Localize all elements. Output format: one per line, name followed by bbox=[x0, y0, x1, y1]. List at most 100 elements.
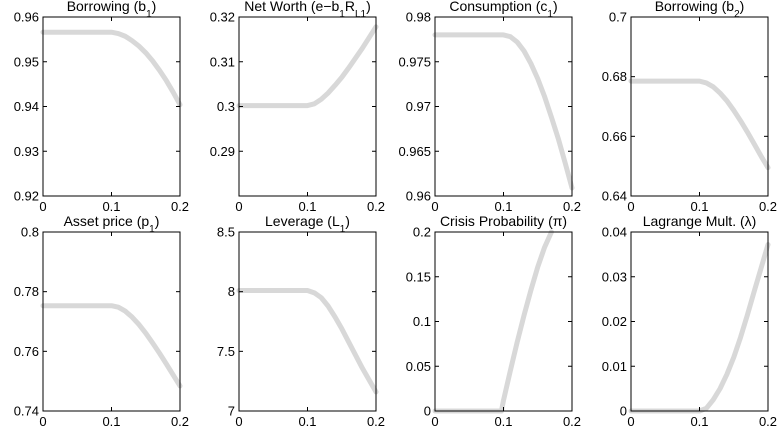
x-tick-label: 0.2 bbox=[367, 414, 385, 429]
x-tick-label: 0 bbox=[627, 414, 634, 429]
title-text: Asset price (p bbox=[64, 213, 150, 229]
x-tick-label: 0 bbox=[235, 199, 242, 214]
y-tick-label: 0.96 bbox=[406, 189, 431, 204]
y-tick-label: 0.1 bbox=[413, 314, 431, 329]
y-tick-label: 0.94 bbox=[14, 99, 39, 114]
y-tick-label: 0.7 bbox=[609, 10, 627, 25]
y-tick-label: 0.15 bbox=[406, 269, 431, 284]
panel-title: Borrowing (b2) bbox=[655, 0, 745, 20]
chart-panel-5: Asset price (p1) 0 0.1 0.2 0.74 0.76 0.78 0.8 bbox=[14, 213, 189, 429]
x-tick-label: 0.1 bbox=[494, 414, 512, 429]
title-text: ) bbox=[152, 0, 157, 14]
y-tick-label: 0.05 bbox=[406, 359, 431, 374]
y-tick-label: 0.74 bbox=[14, 404, 39, 419]
y-tick-label: 0.03 bbox=[602, 269, 627, 284]
title-text: Consumption (c bbox=[449, 0, 547, 14]
x-tick-label: 0.1 bbox=[102, 199, 120, 214]
chart-panel-4: Borrowing (b2) 0 0.1 0.2 0.64 0.66 0.68 0.7 bbox=[602, 0, 777, 214]
title-subscript: L1 bbox=[355, 9, 367, 20]
chart-panel-6: Leverage (L1) 0 0.1 0.2 7 7.5 8 8.5 bbox=[217, 213, 385, 429]
x-tick-label: 0.1 bbox=[690, 199, 708, 214]
axes-box bbox=[630, 16, 769, 197]
chart-panel-3: Consumption (c1) 0 0.1 0.2 0.96 0.965 0.97 0.97… bbox=[398, 0, 581, 214]
y-tick-label: 7.5 bbox=[217, 344, 235, 359]
y-tick-label: 0.965 bbox=[398, 144, 431, 159]
chart-panel-1: Borrowing (b1) 0 0.1 0.2 0.92 0.93 0.94 0.95 0.9… bbox=[14, 0, 189, 214]
y-tick-label: 0.31 bbox=[210, 54, 235, 69]
axes-box bbox=[42, 16, 181, 197]
y-tick-label: 0.2 bbox=[413, 225, 431, 240]
title-text: Borrowing (b bbox=[67, 0, 147, 14]
panel-title: Lagrange Mult. (λ) bbox=[643, 213, 757, 229]
x-tick-label: 0.2 bbox=[563, 199, 581, 214]
series-line bbox=[432, 32, 575, 191]
x-tick-label: 0 bbox=[627, 199, 634, 214]
title-subscript: 1 bbox=[146, 9, 152, 20]
series-line bbox=[628, 242, 771, 414]
y-tick-label: 7 bbox=[228, 404, 235, 419]
title-text: ) bbox=[366, 0, 371, 14]
y-tick-label: 0.98 bbox=[406, 10, 431, 25]
y-tick-label: 0 bbox=[424, 404, 431, 419]
x-tick-label: 0 bbox=[39, 414, 46, 429]
x-tick-label: 0.1 bbox=[690, 414, 708, 429]
title-text: ) bbox=[740, 0, 745, 14]
title-text: Leverage (L bbox=[265, 213, 340, 229]
x-tick-label: 0.2 bbox=[171, 199, 189, 214]
panel-title: Consumption (c1) bbox=[449, 0, 557, 20]
title-subscript: 1 bbox=[149, 224, 155, 235]
y-tick-label: 0.64 bbox=[602, 189, 627, 204]
x-tick-label: 0.1 bbox=[494, 199, 512, 214]
y-tick-label: 0.93 bbox=[14, 144, 39, 159]
y-tick-label: 0.01 bbox=[602, 359, 627, 374]
chart-panel-2: Net Worth (e−b1RL1) 0 0.1 0.2 0.29 0.3 0.31 0.3… bbox=[210, 0, 385, 214]
x-tick-label: 0 bbox=[235, 414, 242, 429]
x-tick-label: 0.2 bbox=[563, 414, 581, 429]
x-tick-label: 0 bbox=[431, 199, 438, 214]
x-tick-label: 0 bbox=[431, 414, 438, 429]
title-text: ) bbox=[553, 0, 558, 14]
x-tick-label: 0.1 bbox=[298, 199, 316, 214]
y-tick-label: 8 bbox=[228, 284, 235, 299]
title-text: ) bbox=[155, 213, 160, 229]
y-tick-label: 0.68 bbox=[602, 69, 627, 84]
title-subscript: 2 bbox=[734, 9, 740, 20]
x-tick-label: 0.2 bbox=[759, 199, 777, 214]
title-subscript: 1 bbox=[547, 9, 553, 20]
title-text: R bbox=[345, 0, 355, 14]
series-line bbox=[40, 29, 183, 108]
y-tick-label: 0 bbox=[620, 404, 627, 419]
title-text: Net Worth (e−b bbox=[244, 0, 339, 14]
title-subscript: 1 bbox=[340, 224, 346, 235]
y-tick-label: 0.8 bbox=[21, 225, 39, 240]
panel-title: Crisis Probability (π) bbox=[440, 213, 567, 229]
y-tick-label: 0.975 bbox=[398, 54, 431, 69]
x-tick-label: 0.2 bbox=[367, 199, 385, 214]
panel-title: Asset price (p1) bbox=[64, 213, 160, 235]
x-tick-label: 0.1 bbox=[298, 414, 316, 429]
title-subscript: 1 bbox=[339, 9, 345, 20]
y-tick-label: 0.66 bbox=[602, 129, 627, 144]
axes-box bbox=[42, 231, 181, 412]
x-tick-label: 0 bbox=[39, 199, 46, 214]
y-tick-label: 0.04 bbox=[602, 225, 627, 240]
y-tick-label: 0.02 bbox=[602, 314, 627, 329]
axes-box bbox=[238, 231, 377, 412]
title-text: Borrowing (b bbox=[655, 0, 735, 14]
title-text: ) bbox=[345, 213, 350, 229]
x-tick-label: 0.2 bbox=[759, 414, 777, 429]
series-line bbox=[236, 287, 379, 395]
axes-box bbox=[434, 231, 573, 412]
y-tick-label: 0.32 bbox=[210, 10, 235, 25]
x-tick-label: 0.1 bbox=[102, 414, 120, 429]
y-tick-label: 0.29 bbox=[210, 144, 235, 159]
series-line bbox=[628, 78, 771, 171]
title-text: Crisis Probability (π) bbox=[440, 213, 567, 229]
series-line bbox=[432, 229, 554, 414]
y-tick-label: 0.96 bbox=[14, 10, 39, 25]
y-tick-label: 0.92 bbox=[14, 189, 39, 204]
panel-title: Leverage (L1) bbox=[265, 213, 350, 235]
x-tick-label: 0.2 bbox=[171, 414, 189, 429]
panel-title: Net Worth (e−b1RL1) bbox=[244, 0, 371, 20]
y-tick-label: 0.78 bbox=[14, 284, 39, 299]
